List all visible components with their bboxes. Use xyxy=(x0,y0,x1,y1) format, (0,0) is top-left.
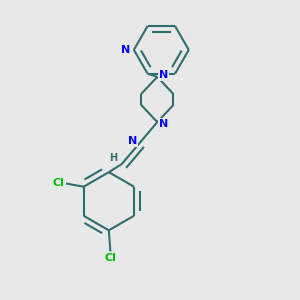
Text: N: N xyxy=(128,136,137,146)
Text: N: N xyxy=(121,45,130,55)
Text: Cl: Cl xyxy=(104,253,116,263)
Text: N: N xyxy=(159,70,168,80)
Text: N: N xyxy=(159,119,168,129)
Text: Cl: Cl xyxy=(53,178,65,188)
Text: H: H xyxy=(110,153,118,163)
